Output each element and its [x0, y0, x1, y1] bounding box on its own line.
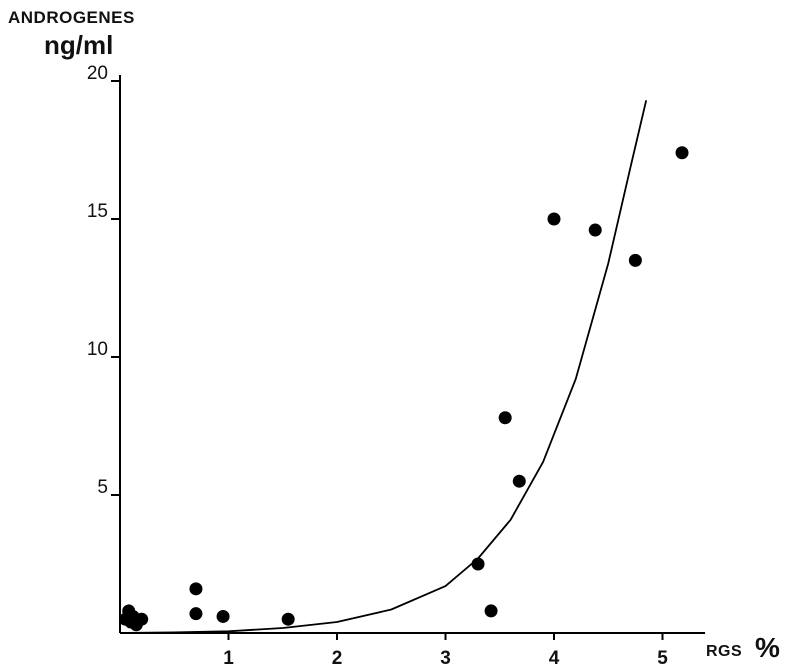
fit-curve [119, 100, 648, 634]
data-point [216, 609, 230, 623]
data-point [498, 411, 512, 425]
data-point [281, 612, 295, 626]
data-point [471, 557, 485, 571]
x-tick-label: 5 [657, 648, 668, 669]
data-points [118, 146, 689, 632]
y-axis-title-line1: ANDROGENES [8, 8, 135, 27]
axes [119, 75, 706, 634]
data-point [189, 607, 203, 621]
x-axis-unit: % [755, 632, 780, 663]
data-point [135, 612, 149, 626]
x-axis-title: RGS [706, 643, 743, 660]
data-point [588, 223, 602, 237]
y-tick-label: 20 [87, 63, 108, 84]
x-tick-label: 1 [223, 648, 234, 669]
x-tick-label: 2 [332, 648, 343, 669]
x-tick-label: 3 [440, 648, 451, 669]
x-tick-label: 4 [549, 648, 560, 669]
data-point [189, 582, 203, 596]
ticks: 5 10 15 20 1 2 3 4 5 [87, 63, 668, 669]
fit-curve-line [119, 100, 648, 634]
y-tick-label: 10 [87, 339, 108, 360]
data-point [675, 146, 689, 160]
y-axis-title-line2: ng/ml [44, 30, 114, 60]
data-point [547, 212, 561, 226]
y-tick-label: 15 [87, 201, 108, 222]
data-point [628, 253, 642, 267]
data-point [512, 474, 526, 488]
data-point [484, 604, 498, 618]
y-tick-label: 5 [97, 477, 108, 498]
